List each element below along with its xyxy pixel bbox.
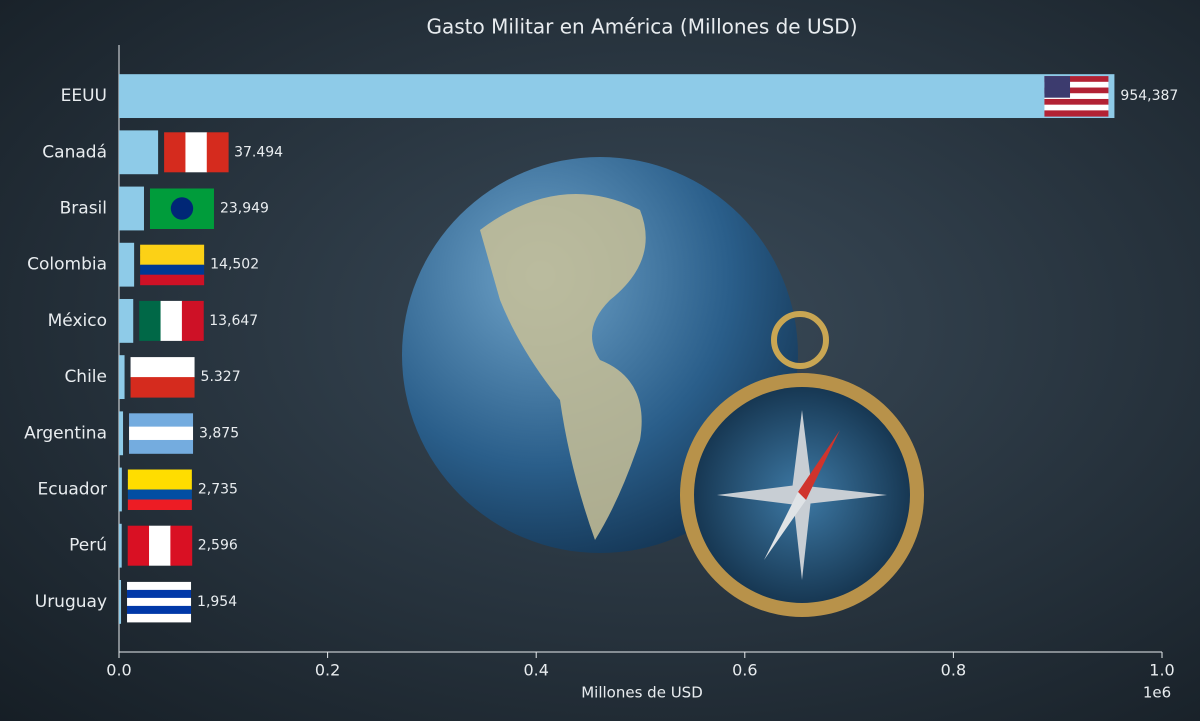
value-label: 5.327 [201, 369, 241, 385]
flag-stripe [127, 613, 192, 623]
y-tick-label: Chile [64, 367, 107, 387]
y-tick-label: Ecuador [38, 480, 107, 500]
flag [127, 525, 193, 566]
x-tick-label: 0.2 [315, 661, 340, 680]
x-tick-label: 0.6 [732, 661, 757, 680]
x-tick-label: 0.0 [106, 661, 131, 680]
decoration [402, 157, 924, 617]
flag [127, 469, 192, 510]
flag-stripe [1044, 104, 1109, 111]
bar [119, 355, 125, 400]
x-tick-label: 0.4 [523, 661, 548, 680]
flag [130, 357, 195, 398]
value-label: 954,387 [1120, 88, 1178, 104]
value-label: 37.494 [234, 144, 283, 160]
value-label: 2,596 [198, 538, 238, 554]
flag-stripe [149, 525, 171, 566]
flag-stripe [140, 274, 205, 286]
flag-canton [1044, 76, 1071, 98]
value-label: 3,875 [199, 425, 239, 441]
flag-stripe [164, 132, 186, 173]
flag-stripe [206, 132, 229, 173]
flag [129, 413, 194, 454]
bar [119, 186, 144, 231]
flag-stripe [130, 377, 195, 398]
value-label: 23,949 [220, 201, 269, 217]
flag-stripe [185, 132, 208, 173]
value-label: 1,954 [197, 594, 237, 610]
value-label: 2,735 [198, 482, 238, 498]
y-tick-label: Canadá [42, 142, 107, 162]
x-tick-label: 0.8 [941, 661, 966, 680]
y-tick-label: EEUU [61, 86, 107, 106]
flag-stripe [170, 525, 193, 566]
bar [119, 130, 159, 175]
flag-stripe [1044, 98, 1109, 106]
flag-stripe [139, 300, 162, 341]
x-axis-title: Millones de USD [581, 684, 703, 702]
flag-stripe [129, 439, 194, 454]
bar [119, 74, 1115, 119]
flag-stripe [1044, 93, 1109, 100]
flag [149, 188, 214, 229]
flag [127, 581, 192, 623]
flag [164, 132, 229, 173]
bar [119, 411, 124, 456]
flag-emblem [170, 197, 194, 220]
flag-stripe [127, 469, 192, 480]
flag-stripe [130, 357, 195, 378]
flag-stripe [127, 499, 192, 510]
flag-stripe [127, 581, 192, 591]
y-tick-label: Brasil [60, 199, 107, 219]
y-tick-label: Perú [69, 536, 107, 556]
flag-stripe [140, 264, 205, 276]
bar [119, 298, 134, 343]
value-label: 14,502 [210, 257, 259, 273]
x-tick-label: 1.0 [1149, 661, 1174, 680]
flag-stripe [127, 479, 192, 490]
flag-stripe [181, 300, 204, 341]
flag-stripe [140, 244, 205, 256]
flag-stripe [127, 589, 192, 599]
value-label: 13,647 [209, 313, 258, 329]
bar [119, 579, 122, 624]
bar [119, 523, 122, 568]
x-offset-label: 1e6 [1143, 684, 1171, 702]
flag-stripe [140, 254, 205, 266]
chart-title: Gasto Militar en América (Millones de US… [426, 15, 857, 39]
bar [119, 467, 122, 512]
y-tick-label: Uruguay [35, 592, 107, 612]
flag-stripe [129, 413, 194, 428]
flag-stripe [127, 597, 192, 607]
flag [1044, 76, 1109, 117]
y-tick-label: Colombia [27, 255, 107, 275]
flag-stripe [1044, 87, 1109, 94]
flag-stripe [1044, 76, 1109, 83]
flag-stripe [127, 489, 192, 500]
flag [140, 244, 205, 286]
flag-stripe [127, 525, 150, 566]
flag-stripe [1044, 81, 1109, 89]
y-tick-label: México [48, 311, 107, 331]
flag-stripe [129, 426, 194, 441]
flag-stripe [127, 605, 192, 615]
bar [119, 242, 135, 287]
flag-stripe [1044, 110, 1109, 117]
flag-stripe [160, 300, 183, 341]
flag [139, 300, 204, 341]
y-tick-label: Argentina [24, 423, 107, 443]
